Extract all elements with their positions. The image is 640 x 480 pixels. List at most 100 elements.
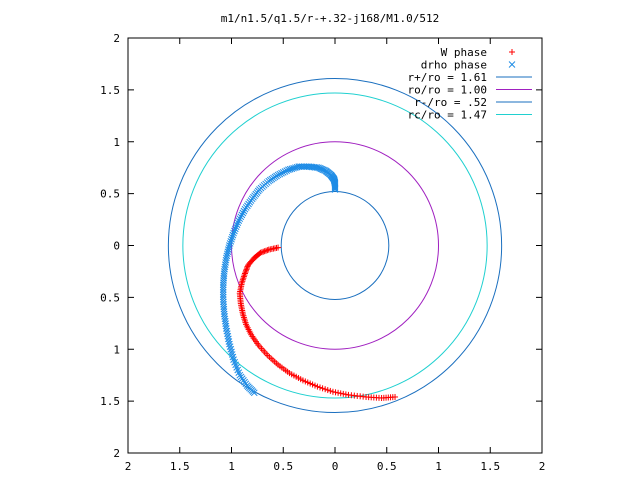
w-phase-point	[243, 266, 250, 273]
circle-r-ring	[167, 77, 503, 414]
drho-phase-point	[232, 223, 240, 231]
w-phase-point	[329, 388, 336, 395]
drho-phase-point	[281, 168, 289, 175]
w-phase-point	[263, 247, 269, 254]
x-tick-label: 0.5	[273, 460, 293, 473]
drho-phase-point	[286, 165, 294, 173]
circle-rc-ring	[182, 92, 488, 399]
drho-phase-point	[229, 353, 237, 361]
w-phase-point	[392, 393, 399, 400]
drho-phase-point	[238, 211, 246, 219]
y-tick-label: 2	[113, 447, 120, 460]
drho-phase-point	[278, 169, 285, 177]
drho-phase-point	[224, 248, 232, 256]
x-tick-label: 0	[332, 460, 339, 473]
y-tick-label: 0.5	[100, 291, 120, 304]
y-tick-label: 0.5	[100, 188, 120, 201]
legend-label: W phase	[441, 46, 487, 59]
w-phase-point	[241, 272, 248, 279]
x-tick-label: 0.5	[377, 460, 397, 473]
w-phase-point	[332, 389, 339, 396]
drho-phase-point	[224, 330, 231, 338]
drho-phase-point	[226, 340, 233, 348]
legend-label: ro/ro = 1.00	[408, 84, 487, 97]
w-phase-point	[239, 278, 246, 285]
drho-phase-point	[230, 229, 237, 237]
drho-phase-point	[224, 332, 232, 340]
drho-phase-point	[225, 246, 232, 254]
x-tick-label: 1.5	[170, 460, 190, 473]
x-tick-label: 2	[539, 460, 546, 473]
w-phase-point	[265, 246, 272, 253]
drho-phase-point	[222, 325, 230, 332]
drho-phase-point	[234, 219, 242, 227]
drho-phase-point	[228, 348, 235, 356]
w-phase-point	[322, 386, 329, 393]
w-phase-point	[244, 263, 251, 270]
w-phase-point	[241, 270, 248, 277]
w-phase-point	[337, 390, 344, 397]
drho-phase-point	[229, 231, 237, 239]
chart-title: m1/n1.5/q1.5/r-+.32-j168/M1.0/512	[221, 12, 440, 25]
w-phase-point	[314, 383, 321, 390]
w-phase-point	[240, 273, 247, 280]
legend-w-phase-marker	[509, 49, 515, 55]
drho-phase-point	[219, 291, 227, 298]
phase-series	[219, 163, 399, 402]
x-tick-label: 1	[435, 460, 442, 473]
drho-phase-point	[228, 351, 236, 358]
legend-drho-phase-marker	[508, 61, 516, 68]
drho-phase-point	[228, 233, 236, 241]
drho-phase-point	[223, 327, 231, 335]
w-phase-point	[319, 385, 326, 392]
drho-phase-point	[219, 288, 227, 296]
y-tick-label: 0	[113, 240, 120, 253]
w-phase-point	[244, 264, 251, 271]
drho-phase-point	[225, 338, 233, 345]
x-axis-ticks: 2 1.5 1 0.5 0 0.5 1 1.5 2	[125, 38, 546, 473]
w-phase-point	[245, 262, 252, 269]
w-phase-point	[324, 387, 331, 394]
legend-label: rc/ro = 1.47	[408, 109, 487, 122]
y-tick-label: 1	[113, 343, 120, 356]
drho-phase-point	[226, 343, 234, 351]
legend-label: r-/ro = .52	[414, 96, 487, 109]
w-phase-point	[260, 248, 267, 255]
drho-phase-point	[285, 166, 292, 174]
drho-phase-point	[250, 389, 258, 397]
reference-circles	[167, 77, 503, 414]
y-tick-label: 2	[113, 32, 120, 45]
drho-phase-point	[219, 286, 227, 294]
drho-phase-point	[227, 237, 235, 245]
w-phase-point	[239, 276, 246, 283]
circle-r-ring	[280, 191, 390, 300]
legend-label: r+/ro = 1.61	[408, 71, 487, 84]
w-phase-point	[240, 275, 247, 282]
drho-phase-point	[225, 244, 233, 251]
circle-ro-ring	[231, 141, 439, 350]
drho-phase-point	[226, 242, 233, 249]
drho-phase-point	[276, 170, 284, 178]
drho-phase-point	[225, 335, 232, 343]
drho-phase-point	[279, 169, 287, 176]
drho-phase-point	[231, 225, 239, 233]
w-phase-point	[316, 384, 323, 391]
drho-phase-point	[237, 213, 245, 221]
w-phase-point	[261, 248, 268, 255]
y-tick-label: 1	[113, 136, 120, 149]
drho-phase-point	[224, 250, 231, 258]
w-phase-point	[327, 387, 334, 394]
drho-phase-point	[228, 235, 235, 243]
w-phase-point	[242, 267, 249, 274]
legend-label: drho phase	[421, 59, 487, 72]
x-tick-label: 1	[228, 460, 235, 473]
drho-phase-point	[240, 207, 248, 215]
w-phase-point	[342, 391, 349, 398]
drho-phase-point	[283, 167, 291, 174]
drho-phase-point	[241, 205, 249, 213]
w-phase-point	[335, 389, 342, 396]
x-tick-label: 1.5	[480, 460, 500, 473]
drho-phase-point	[233, 221, 241, 229]
